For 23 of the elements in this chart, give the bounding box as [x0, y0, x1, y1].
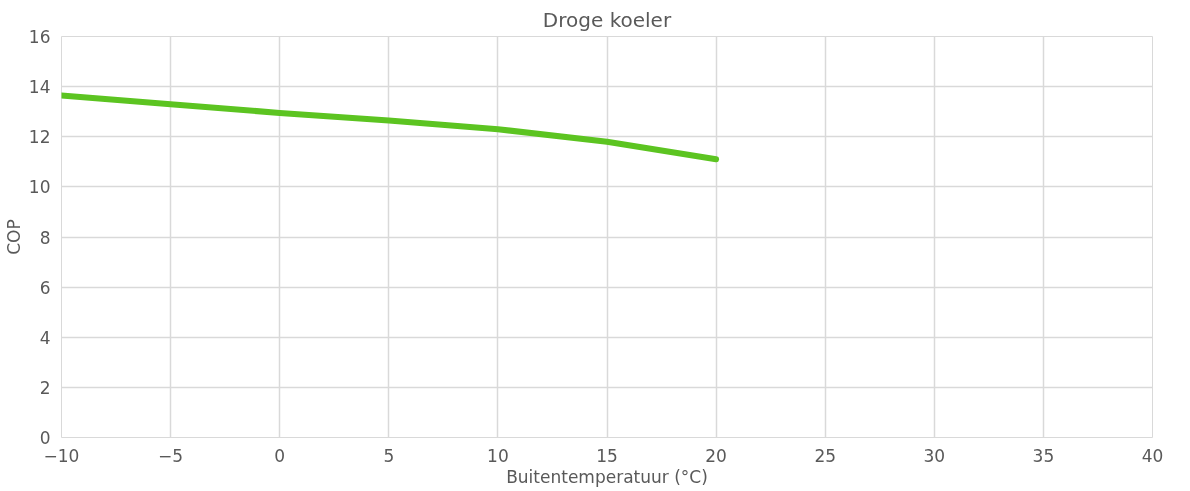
x-tick-label: 25: [814, 445, 837, 466]
x-axis-title: Buitentemperatuur (°C): [506, 466, 708, 487]
y-tick-label: 0: [39, 428, 51, 448]
x-tick-label: 5: [383, 445, 395, 466]
y-tick-label: 8: [39, 227, 51, 248]
x-tick-label: 20: [705, 445, 727, 466]
x-tick-label: 30: [923, 445, 946, 466]
y-tick-label: 16: [28, 27, 51, 47]
x-tick-label: 35: [1032, 445, 1055, 466]
x-tick-label: −5: [158, 445, 184, 466]
x-tick-label: 10: [487, 445, 509, 466]
y-tick-label: 2: [39, 377, 51, 398]
x-tick-label: 40: [1141, 445, 1164, 466]
y-tick-label: 4: [39, 327, 51, 348]
y-axis-title: COP: [3, 219, 24, 255]
x-tick-label: 15: [596, 445, 618, 466]
y-tick-label: 12: [28, 127, 51, 148]
y-tick-label: 6: [39, 277, 51, 298]
y-tick-label: 14: [28, 77, 51, 98]
chart-title: Droge koeler: [542, 7, 672, 32]
x-tick-label: 0: [274, 445, 286, 466]
y-tick-label: 10: [28, 177, 51, 198]
x-tick-label: −10: [43, 445, 80, 466]
